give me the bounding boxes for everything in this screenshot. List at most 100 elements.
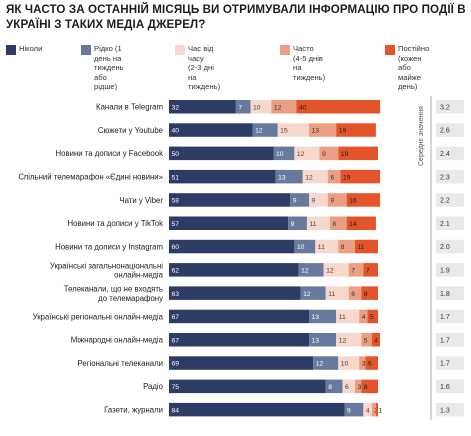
bar-segment [327,193,347,207]
mean-value: 1.7 [440,361,450,368]
data-label: 40 [172,128,180,135]
data-label: 67 [172,314,180,321]
legend-swatch-often [280,45,290,55]
data-label: 6 [330,174,334,181]
data-label: 13 [278,174,286,181]
chart-title: Як часто за останній місяць ви отримувал… [6,3,466,31]
data-label: 10 [297,244,305,251]
mean-value: 1.9 [440,267,450,274]
bar-segment [275,169,303,184]
data-label: 10 [341,361,349,368]
data-label: 6 [351,291,355,298]
category-label: Українські загальнонаціональні онлайн-мед… [50,261,164,279]
data-label: 6 [368,361,372,368]
bar-segment [338,239,356,254]
data-label: 57 [172,221,180,228]
data-label: 4 [366,407,370,414]
bar-segment [169,169,276,184]
bar-segment [336,333,362,347]
bar-segment [294,146,320,161]
data-label: 9 [291,221,295,228]
bar-segment [290,193,310,207]
bar-segment [361,379,378,394]
category-label-line: онлайн-медіа [114,270,164,279]
legend-swatch-rarely [81,45,91,55]
bar-segment [348,263,364,277]
mean-value-box [436,239,464,254]
mean-value-box [436,169,464,184]
bar-segment [169,263,299,277]
legend-label-rarely: Рідко (1 день на тиждень або рідше) [94,44,124,91]
bar-segment [169,333,310,347]
data-label: 8 [364,384,368,391]
data-label: 9 [322,151,326,158]
bar-segment [336,123,376,137]
data-label: 51 [172,174,180,181]
bar-segment [355,239,378,254]
bar-segment [359,309,368,324]
bar-segment [375,402,378,417]
data-label: 62 [172,267,180,274]
data-label: 10 [276,151,284,158]
bar-segment [361,286,378,300]
mean-value: 1.7 [440,314,450,321]
data-label: 11 [328,291,335,298]
data-label: 16 [349,198,357,205]
data-label: 9 [330,198,334,205]
data-label: 13 [312,337,320,344]
bar-segment [169,216,289,230]
data-label: 19 [341,151,349,158]
bar-segment [300,286,326,300]
bar-segment [252,123,278,137]
data-label: 7 [351,267,355,274]
data-label: 15 [280,128,288,135]
category-label: Телеканали, що не входять до телемарафону [64,285,163,303]
data-label: 50 [172,151,180,158]
data-label: 12 [303,291,311,298]
bar-segment [325,379,343,394]
category-label: Чати у Viber [119,196,163,205]
category-label: Новини та дописи у TikTok [68,219,164,228]
bar-segment [363,263,378,277]
mean-value-box [436,146,464,161]
data-label: 9 [347,407,351,414]
data-label: 75 [172,384,180,391]
bar-segment [169,123,253,137]
bar-segment [169,356,314,370]
mean-value-box [436,100,464,114]
category-label: Радіо [143,382,164,391]
bar-segment [169,239,295,254]
mean-value: 1.7 [440,337,450,344]
mean-value-box [436,193,464,207]
data-label: 12 [316,361,324,368]
bar-segment [342,379,356,394]
bar-segment [169,379,326,394]
data-label: 4 [374,337,378,344]
legend-label-sometimes: Час від часу (2-3 дні на тиждень) [188,44,221,91]
mean-value: 1.8 [440,291,450,298]
legend: Ніколи Рідко (1 день на тиждень або рідш… [0,44,471,91]
data-label: 7 [238,104,242,111]
bar-segment [361,333,372,347]
category-label: Українські регіональні онлайн-медіа [33,312,164,321]
mean-value: 2.4 [440,151,450,158]
bar-segment [296,100,381,114]
data-label: 14 [349,221,357,228]
mean-value: 2.1 [440,221,450,228]
bar-segment [319,146,339,161]
bar-segment [355,379,362,394]
category-label: Регіональні телеканали [78,359,163,368]
mean-value-box [436,333,464,347]
mean-value-box [436,123,464,137]
bar-segment [327,169,341,184]
mean-value-box [436,216,464,230]
bar-segment [359,356,366,370]
bar-segment [271,100,297,114]
category-label: Новини та дописи у Facebook [56,149,164,158]
mean-value-box [436,309,464,324]
bar-segment [313,356,339,370]
data-label: 13 [312,314,320,321]
mean-value: 2.0 [440,244,450,251]
legend-swatch-always [385,45,395,55]
